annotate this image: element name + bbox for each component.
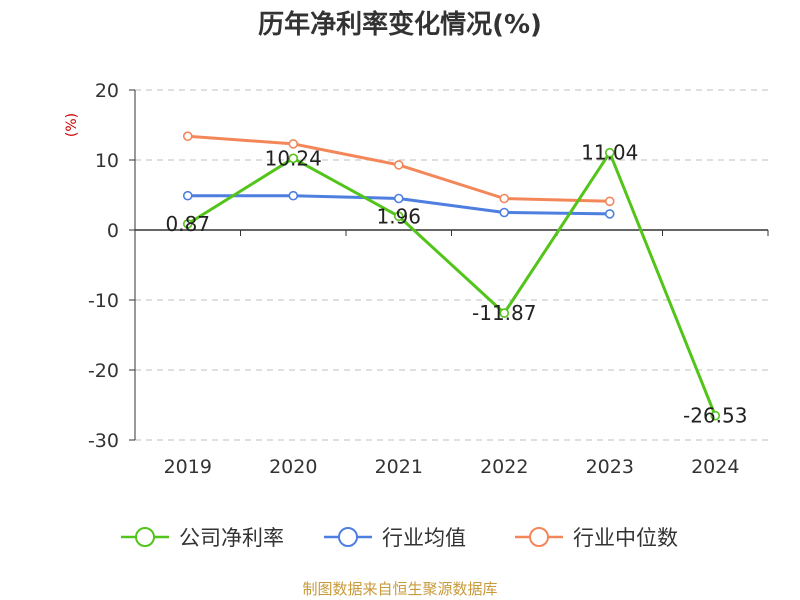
series-line	[186, 151, 717, 417]
x-tick-label: 2020	[269, 456, 317, 478]
data-label: 11.04	[581, 141, 638, 165]
legend-marker	[135, 527, 155, 547]
data-point	[393, 193, 404, 204]
data-point	[393, 160, 404, 170]
series-lines	[182, 131, 721, 421]
data-point	[604, 196, 615, 207]
y-axis-label: (%)	[64, 113, 80, 137]
y-tick-label: 0	[107, 220, 119, 242]
y-tick-label: -20	[88, 360, 119, 382]
x-tick-label: 2019	[164, 456, 212, 478]
data-labels: 0.87 10.24 1.96 -11.87 11.04 -26.53	[165, 141, 747, 428]
x-tick-label: 2022	[480, 456, 528, 478]
data-label: -11.87	[472, 301, 536, 325]
source-note: 制图数据来自恒生聚源数据库	[302, 580, 498, 598]
data-label: -26.53	[683, 404, 747, 428]
x-tick-label: 2021	[375, 456, 423, 478]
data-point	[182, 219, 193, 229]
data-point	[288, 190, 299, 201]
data-point	[288, 139, 299, 149]
data-point	[604, 147, 615, 158]
data-point	[604, 209, 615, 219]
x-tick-label: 2023	[586, 456, 634, 478]
legend-label: 公司净利率	[179, 526, 284, 550]
x-tick-label: 2024	[691, 456, 739, 478]
y-tick-label: 10	[95, 150, 119, 172]
y-tick-label: 20	[95, 80, 119, 102]
data-point	[499, 308, 510, 318]
y-tick-label: -10	[88, 290, 119, 312]
legend-marker	[529, 527, 549, 547]
data-point	[182, 190, 193, 201]
data-point	[288, 153, 299, 164]
legend-marker	[338, 527, 358, 547]
data-label: 1.96	[376, 204, 421, 228]
data-point	[710, 410, 721, 421]
legend-label: 行业均值	[382, 526, 466, 550]
y-tick-label: -30	[88, 430, 119, 452]
chart-title: 历年净利率变化情况(%)	[258, 10, 542, 40]
legend-label: 行业中位数	[573, 526, 678, 550]
data-point	[182, 131, 193, 141]
data-point	[499, 207, 510, 218]
data-point	[499, 193, 510, 204]
data-label: 0.87	[165, 212, 210, 236]
axes: 20 10 0 -10 -20 -30 2019 2020 2021 2022 2023 2024	[88, 80, 769, 478]
legend[interactable]: 公司净利率 行业均值 行业中位数	[121, 526, 678, 550]
data-point	[393, 211, 404, 222]
data-label: 10.24	[265, 146, 322, 170]
